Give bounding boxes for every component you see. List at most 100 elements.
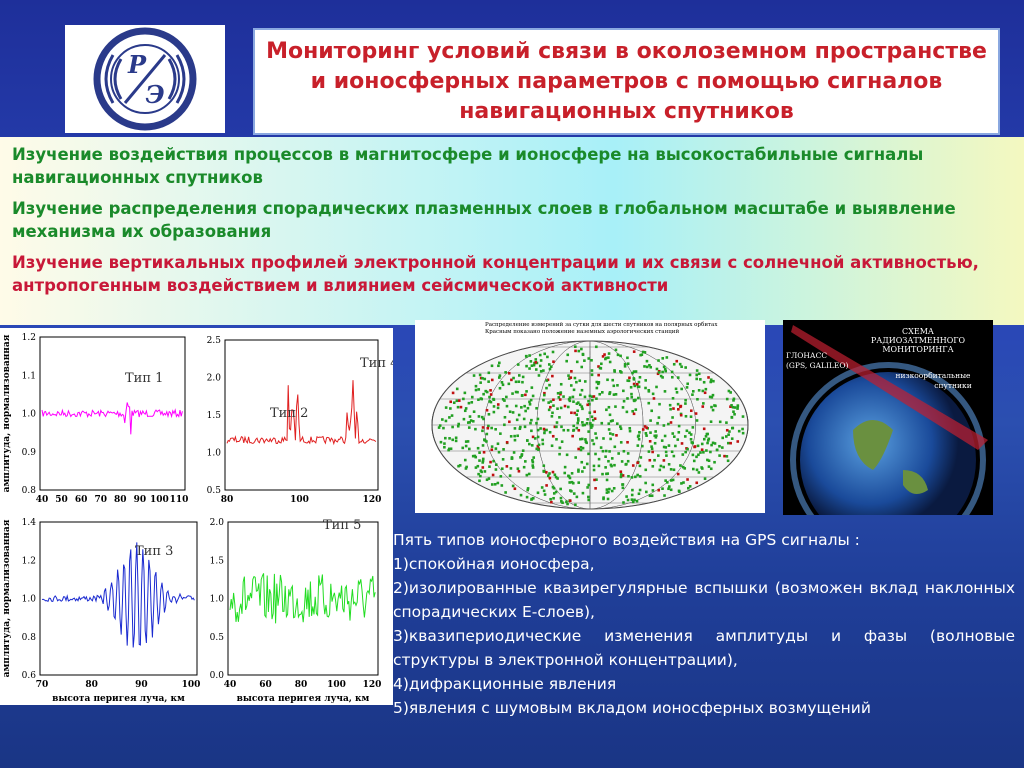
type-item: 5)явления с шумовым вкладом ионосферных … <box>393 699 871 717</box>
map-point <box>714 404 717 408</box>
map-point <box>521 380 524 384</box>
map-point <box>583 359 586 362</box>
map-point <box>619 354 622 358</box>
map-point <box>590 424 594 428</box>
map-point <box>709 450 712 454</box>
map-point <box>730 437 734 440</box>
map-point <box>638 475 642 478</box>
map-point <box>550 500 553 504</box>
map-point <box>663 494 666 497</box>
map-point <box>727 433 730 436</box>
map-point <box>577 470 580 473</box>
map-point <box>587 498 590 502</box>
map-point <box>544 470 548 474</box>
map-point <box>669 407 672 411</box>
map-point <box>637 380 641 384</box>
map-point <box>669 421 673 424</box>
map-point <box>474 388 478 392</box>
map-point <box>517 374 521 377</box>
map-point <box>537 374 541 377</box>
map-point <box>741 415 745 418</box>
map-point <box>524 393 527 397</box>
map-point <box>559 496 563 500</box>
map-point <box>472 410 476 413</box>
map-point <box>556 477 559 480</box>
y-axis-label: амплитуда, нормализованная <box>2 334 12 492</box>
map-caption: Распределение измерений за сутки для шес… <box>485 321 718 328</box>
map-point <box>558 446 562 450</box>
map-point <box>590 369 594 372</box>
map-point <box>732 410 735 413</box>
map-point <box>626 440 629 444</box>
map-point <box>561 501 564 505</box>
map-point <box>549 497 552 501</box>
map-point <box>502 448 505 451</box>
map-point <box>687 486 690 490</box>
map-point <box>664 369 668 373</box>
map-point <box>553 473 557 477</box>
map-point <box>548 383 551 387</box>
map-point <box>614 405 617 408</box>
map-point <box>684 402 687 405</box>
map-point <box>533 437 537 440</box>
map-point <box>449 447 453 451</box>
map-point <box>487 412 491 416</box>
map-point <box>551 485 555 489</box>
x-tick-label: 90 <box>134 495 147 505</box>
map-point <box>664 446 668 449</box>
map-point <box>695 377 698 381</box>
map-point <box>587 430 590 433</box>
map-point <box>462 397 465 401</box>
map-point <box>623 362 627 366</box>
map-point <box>658 468 662 472</box>
map-point <box>572 424 575 428</box>
map-point <box>649 419 652 422</box>
map-point <box>685 429 689 433</box>
map-point <box>461 446 465 450</box>
map-point <box>485 390 489 394</box>
map-point <box>590 415 594 419</box>
map-point <box>572 492 576 495</box>
map-point <box>675 359 679 363</box>
map-point <box>513 487 517 491</box>
map-point <box>588 394 592 398</box>
map-point <box>472 374 476 377</box>
map-point <box>511 484 515 488</box>
map-point <box>622 389 625 393</box>
map-point <box>741 431 745 435</box>
map-point <box>504 371 507 374</box>
map-point <box>503 415 507 419</box>
map-point <box>600 362 603 366</box>
map-point <box>616 353 620 357</box>
type-item: 2)изолированные квазирегулярные вспышки … <box>393 579 1015 621</box>
map-point <box>559 487 562 491</box>
map-point <box>532 363 536 367</box>
map-point <box>607 459 610 463</box>
map-point <box>620 460 624 463</box>
x-tick-label: 100 <box>327 680 346 690</box>
logo-letter: Э <box>145 80 164 109</box>
map-point <box>538 353 542 357</box>
map-point <box>512 376 515 380</box>
map-point <box>576 421 580 425</box>
map-point <box>492 459 495 463</box>
map-point <box>555 437 558 441</box>
map-point <box>468 421 471 424</box>
map-point <box>708 395 712 399</box>
map-point <box>595 436 598 440</box>
map-point <box>595 397 598 400</box>
map-point <box>514 380 518 384</box>
map-point <box>688 373 692 377</box>
map-point <box>449 400 453 404</box>
map-point <box>505 441 509 444</box>
map-point <box>557 396 561 399</box>
map-point <box>554 475 558 479</box>
map-point <box>601 391 604 394</box>
map-point <box>494 468 498 471</box>
map-point <box>599 446 603 449</box>
map-point <box>560 440 564 443</box>
map-point <box>537 443 541 447</box>
map-point <box>702 380 706 384</box>
map-point <box>731 426 735 430</box>
map-point <box>568 399 572 403</box>
